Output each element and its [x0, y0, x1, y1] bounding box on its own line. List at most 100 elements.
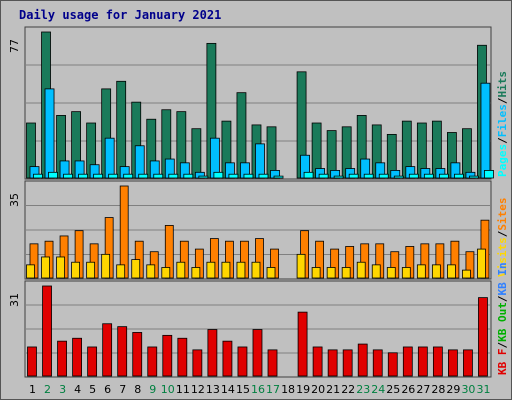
bar-kb-f-16: [252, 329, 263, 377]
bar-kb-f-8: [132, 332, 143, 377]
bar-kb-f-6: [102, 323, 113, 377]
bar-hits-12: [191, 128, 202, 179]
bar-pages-6: [108, 173, 119, 179]
bar-pages-9: [153, 173, 164, 179]
bar-pages-7: [123, 173, 134, 179]
day-label-2: 2: [44, 383, 51, 396]
bar-files-8: [134, 145, 145, 179]
bar-hits-30: [462, 128, 472, 179]
bar-kb-f-10: [162, 334, 173, 377]
bar-files-16: [255, 143, 265, 179]
legend-entry: /: [496, 97, 509, 104]
day-label-12: 12: [191, 383, 205, 396]
bar-pages-14: [228, 173, 239, 179]
bar-kb-f-11: [177, 337, 188, 377]
bar-pages-22: [348, 173, 359, 179]
bar-visits-6: [101, 253, 111, 279]
day-label-19: 19: [296, 383, 310, 396]
day-label-14: 14: [221, 383, 235, 396]
bar-kb-f-19: [297, 311, 308, 377]
bar-visits-13: [206, 261, 216, 279]
bar-files-2: [44, 88, 55, 179]
bar-sites-7: [119, 185, 129, 279]
legend-entry: /: [496, 137, 509, 144]
bar-kb-f-20: [312, 346, 323, 377]
panel-legend: Visits/Sites: [496, 198, 509, 278]
bar-pages-20: [318, 173, 329, 179]
bar-pages-24: [378, 173, 389, 179]
bar-kb-f-14: [222, 340, 233, 377]
day-label-25: 25: [386, 383, 400, 396]
bar-visits-10: [161, 267, 171, 279]
bar-pages-13: [213, 171, 224, 179]
bar-visits-19: [296, 253, 306, 279]
panel-legend: KB F/KB Out/KB In: [496, 262, 509, 375]
bar-pages-17: [273, 175, 284, 179]
bar-pages-19: [303, 171, 314, 179]
panel-2: 35 Visits/Sites: [8, 180, 509, 280]
legend-entry: KB F: [496, 349, 509, 376]
bar-kb-f-5: [87, 346, 98, 377]
bar-kb-f-3: [57, 340, 67, 377]
bar-pages-29: [454, 173, 464, 179]
day-label-29: 29: [446, 383, 460, 396]
day-label-6: 6: [104, 383, 111, 396]
bar-pages-15: [243, 173, 254, 179]
day-label-16: 16: [251, 383, 265, 396]
day-label-13: 13: [206, 383, 220, 396]
bar-visits-8: [131, 259, 141, 279]
bar-visits-5: [86, 261, 96, 279]
legend-entry: Sites: [496, 198, 509, 231]
legend-entry: Files: [496, 104, 509, 137]
bar-kb-f-28: [432, 346, 443, 377]
day-label-22: 22: [341, 383, 355, 396]
day-label-24: 24: [371, 383, 385, 396]
bar-pages-30: [469, 175, 479, 179]
day-label-4: 4: [74, 383, 81, 396]
legend-entry: /: [496, 342, 509, 349]
bar-visits-25: [386, 267, 396, 279]
day-label-21: 21: [326, 383, 340, 396]
day-label-7: 7: [119, 383, 126, 396]
bar-kb-f-4: [72, 337, 82, 377]
legend-entry: /: [496, 230, 509, 237]
bar-kb-f-13: [207, 329, 218, 377]
day-label-20: 20: [311, 383, 325, 396]
bar-kb-f-26: [402, 346, 413, 377]
bar-visits-26: [401, 267, 411, 279]
bar-pages-31: [484, 170, 494, 179]
bar-kb-f-29: [448, 349, 458, 377]
day-label-31: 31: [476, 383, 490, 396]
panel-legend: Pages/Files/Hits: [496, 71, 509, 177]
bar-pages-8: [138, 173, 149, 179]
bar-files-31: [480, 82, 491, 179]
day-label-28: 28: [431, 383, 445, 396]
bar-kb-f-30: [463, 349, 473, 377]
bar-kb-f-2: [42, 285, 52, 377]
bar-pages-5: [93, 173, 104, 179]
bar-visits-27: [416, 264, 426, 279]
legend-entry: KB Out: [496, 302, 509, 342]
day-label-17: 17: [266, 383, 280, 396]
bar-visits-14: [221, 261, 231, 279]
bar-kb-f-24: [372, 349, 383, 377]
day-label-27: 27: [416, 383, 430, 396]
bar-pages-26: [408, 173, 419, 179]
legend-entry: /: [496, 295, 509, 302]
bar-kb-f-22: [342, 349, 353, 377]
day-label-18: 18: [281, 383, 295, 396]
bar-visits-3: [56, 256, 65, 279]
day-label-9: 9: [149, 383, 156, 396]
bar-pages-28: [438, 173, 449, 179]
bar-kb-f-15: [237, 346, 248, 377]
bar-visits-9: [146, 264, 156, 279]
bar-pages-11: [183, 173, 194, 179]
bar-pages-23: [363, 173, 374, 179]
bar-visits-17: [266, 267, 276, 279]
bar-kb-f-12: [192, 349, 203, 377]
day-label-3: 3: [59, 383, 66, 396]
